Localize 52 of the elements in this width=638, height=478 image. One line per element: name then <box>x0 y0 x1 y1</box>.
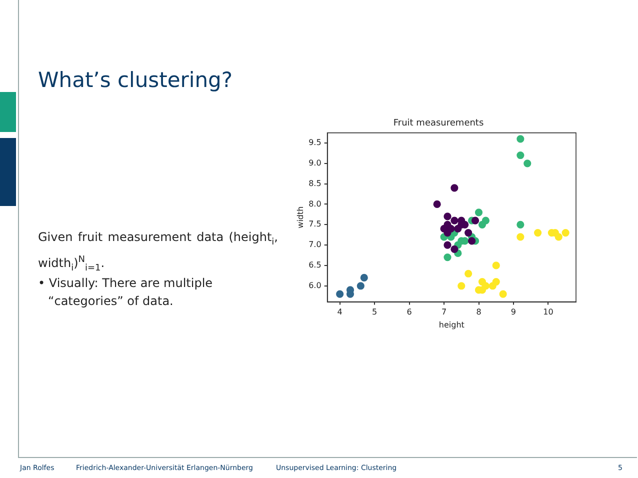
point <box>516 233 524 241</box>
x-tick-label: 9 <box>510 308 516 317</box>
y-tick-label: 9.5 <box>308 138 322 148</box>
point <box>474 208 483 216</box>
y-tick-label: 6.0 <box>308 280 322 290</box>
point <box>458 282 466 290</box>
point <box>492 262 500 270</box>
point <box>356 282 364 290</box>
y-tick-label: 8.5 <box>308 178 322 188</box>
point <box>464 229 472 237</box>
point <box>336 290 344 298</box>
point <box>464 270 472 278</box>
point <box>478 220 486 228</box>
y-axis-title: width <box>296 206 305 228</box>
point <box>516 220 524 228</box>
chart-title: Fruit measurements <box>393 118 484 129</box>
text: • Visually: There are multiple “categories” of data. <box>38 275 214 310</box>
point <box>471 216 480 224</box>
y-tick-label: 9.0 <box>308 158 322 168</box>
point <box>454 224 462 233</box>
y-tick-label: 7.0 <box>308 240 322 250</box>
y-tick-label: 8.0 <box>308 199 322 208</box>
point <box>516 135 524 143</box>
point <box>444 229 452 237</box>
point <box>360 274 368 282</box>
point <box>450 184 458 192</box>
point <box>450 245 458 253</box>
text: Given fruit measurement data (height$_{i}$, width$_{i}$)$^{N}$$_{i=1}$. <box>38 230 278 274</box>
point <box>516 151 524 160</box>
point <box>482 282 490 290</box>
text: What’s clustering? <box>38 68 233 92</box>
point <box>554 233 562 241</box>
x-tick-label: 4 <box>337 308 342 317</box>
x-tick-label: 10 <box>543 308 554 317</box>
x-tick-label: 7 <box>441 308 447 317</box>
x-tick-label: 6 <box>406 308 412 317</box>
point <box>534 229 542 237</box>
y-tick-label: 6.5 <box>308 260 322 270</box>
point <box>444 241 452 249</box>
point <box>492 278 500 286</box>
point <box>450 216 458 224</box>
x-tick-label: 5 <box>372 308 378 317</box>
point <box>562 229 570 237</box>
x-tick-label: 8 <box>476 308 482 317</box>
point <box>444 254 452 262</box>
point <box>524 160 532 168</box>
point <box>433 200 441 208</box>
x-axis-title: height <box>438 320 464 330</box>
point <box>499 290 507 298</box>
point <box>444 212 452 220</box>
y-tick-label: 7.5 <box>308 220 322 229</box>
point <box>468 237 476 245</box>
